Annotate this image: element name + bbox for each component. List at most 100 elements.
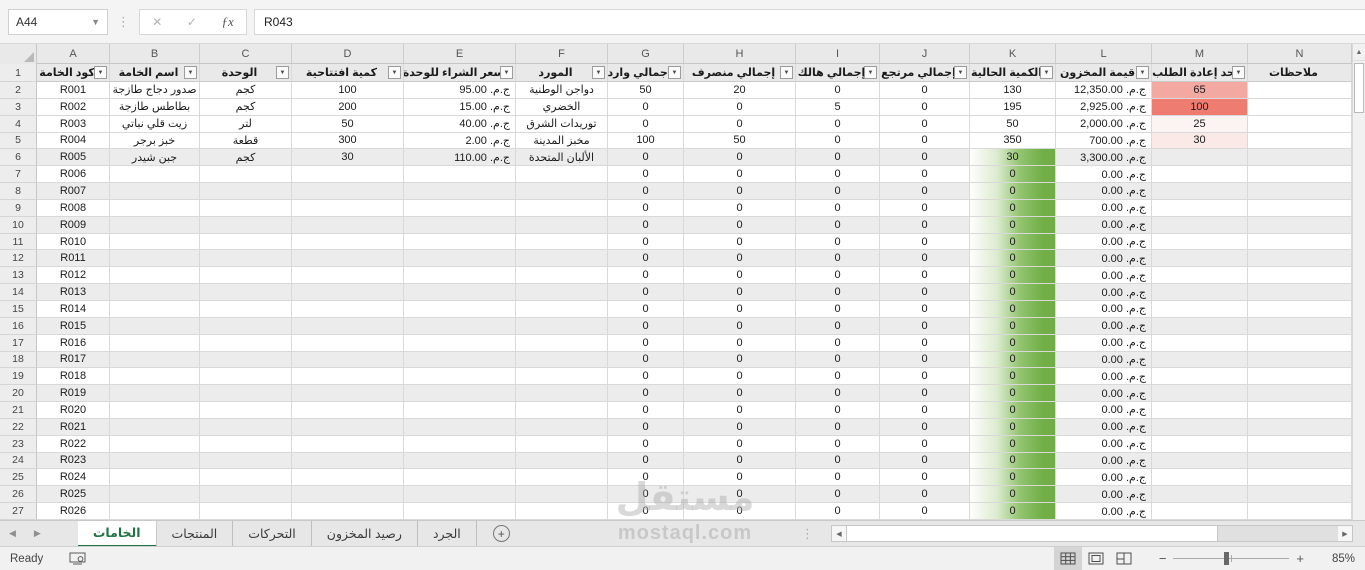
cell-G3[interactable]: 0 xyxy=(608,98,684,116)
cell-G24[interactable]: 0 xyxy=(608,452,684,470)
cell-F27[interactable] xyxy=(516,503,608,520)
cell-A9[interactable]: R008 xyxy=(37,199,110,217)
cell-K24[interactable]: 0 xyxy=(970,452,1056,470)
macro-record-icon[interactable] xyxy=(69,552,86,565)
cell-C21[interactable] xyxy=(200,402,292,419)
cell-J6[interactable]: 0 xyxy=(880,149,970,167)
cell-F12[interactable] xyxy=(516,250,608,268)
cell-C18[interactable] xyxy=(200,351,292,369)
cell-G2[interactable]: 50 xyxy=(608,82,684,99)
cell-M11[interactable] xyxy=(1152,233,1248,251)
filter-icon[interactable]: ▼ xyxy=(184,66,197,79)
cell-E27[interactable] xyxy=(404,503,516,520)
cell-F4[interactable]: توريدات الشرق xyxy=(516,115,608,133)
cell-B26[interactable] xyxy=(110,486,200,504)
cell-K14[interactable]: 0 xyxy=(970,284,1056,301)
cell-I16[interactable]: 0 xyxy=(796,317,880,335)
cell-F11[interactable] xyxy=(516,233,608,251)
row-header-16[interactable]: 16 xyxy=(0,317,37,335)
cell-A22[interactable]: R021 xyxy=(37,418,110,436)
cell-D6[interactable]: 30 xyxy=(292,149,404,167)
cell-A16[interactable]: R015 xyxy=(37,317,110,335)
cell-E12[interactable] xyxy=(404,250,516,268)
cell-K8[interactable]: 0 xyxy=(970,183,1056,200)
cell-H15[interactable]: 0 xyxy=(684,300,796,318)
cell-M24[interactable] xyxy=(1152,452,1248,470)
cell-N13[interactable] xyxy=(1248,267,1352,285)
cell-A10[interactable]: R009 xyxy=(37,216,110,234)
column-header-C[interactable]: C xyxy=(200,44,292,63)
cell-F14[interactable] xyxy=(516,284,608,301)
header-cell-B[interactable]: اسم الخامة ▼ xyxy=(110,64,200,82)
cell-A27[interactable]: R026 xyxy=(37,503,110,520)
scroll-right-icon[interactable]: ▶ xyxy=(1338,526,1352,541)
tab-5[interactable]: الجرد xyxy=(418,520,477,547)
header-cell-G[interactable]: إجمالي وارد ▼ xyxy=(608,64,684,82)
cell-G19[interactable]: 0 xyxy=(608,368,684,386)
cell-E4[interactable]: ج.م. 40.00 xyxy=(404,115,516,133)
header-cell-E[interactable]: سعر الشراء للوحدة ▼ xyxy=(404,64,516,82)
cell-H13[interactable]: 0 xyxy=(684,267,796,285)
cell-H3[interactable]: 0 xyxy=(684,98,796,116)
column-header-B[interactable]: B xyxy=(110,44,200,63)
header-cell-H[interactable]: إجمالي منصرف ▼ xyxy=(684,64,796,82)
cell-M8[interactable] xyxy=(1152,183,1248,200)
cell-N27[interactable] xyxy=(1248,503,1352,520)
cell-I23[interactable]: 0 xyxy=(796,435,880,453)
row-header-15[interactable]: 15 xyxy=(0,300,37,318)
cell-E25[interactable] xyxy=(404,469,516,487)
cell-D21[interactable] xyxy=(292,402,404,419)
cell-L19[interactable]: ج.م. 0.00 xyxy=(1056,368,1152,386)
cell-N22[interactable] xyxy=(1248,418,1352,436)
cell-K20[interactable]: 0 xyxy=(970,385,1056,403)
cell-K3[interactable]: 195 xyxy=(970,98,1056,116)
cell-F18[interactable] xyxy=(516,351,608,369)
cell-H8[interactable]: 0 xyxy=(684,183,796,200)
cell-J23[interactable]: 0 xyxy=(880,435,970,453)
cell-B9[interactable] xyxy=(110,199,200,217)
cell-H7[interactable]: 0 xyxy=(684,166,796,184)
add-sheet-button[interactable]: + xyxy=(492,525,510,542)
cell-D2[interactable]: 100 xyxy=(292,82,404,99)
row-header-22[interactable]: 22 xyxy=(0,418,37,436)
column-header-K[interactable]: K xyxy=(970,44,1056,63)
cell-L16[interactable]: ج.م. 0.00 xyxy=(1056,317,1152,335)
filter-icon[interactable]: ▼ xyxy=(780,66,793,79)
cell-M27[interactable] xyxy=(1152,503,1248,520)
cell-M15[interactable] xyxy=(1152,300,1248,318)
cell-A13[interactable]: R012 xyxy=(37,267,110,285)
filter-icon[interactable]: ▼ xyxy=(1136,66,1149,79)
cell-I8[interactable]: 0 xyxy=(796,183,880,200)
cell-N15[interactable] xyxy=(1248,300,1352,318)
cell-N11[interactable] xyxy=(1248,233,1352,251)
cell-H21[interactable]: 0 xyxy=(684,402,796,419)
cell-J27[interactable]: 0 xyxy=(880,503,970,520)
cell-J7[interactable]: 0 xyxy=(880,166,970,184)
cell-E11[interactable] xyxy=(404,233,516,251)
cell-N25[interactable] xyxy=(1248,469,1352,487)
cell-L3[interactable]: ج.م. 2,925.00 xyxy=(1056,98,1152,116)
cell-F21[interactable] xyxy=(516,402,608,419)
cell-K2[interactable]: 130 xyxy=(970,82,1056,99)
cell-G27[interactable]: 0 xyxy=(608,503,684,520)
name-box[interactable]: A44 ▼ xyxy=(8,8,108,35)
cell-B8[interactable] xyxy=(110,183,200,200)
formula-input[interactable]: R043 xyxy=(254,8,1365,35)
cell-E16[interactable] xyxy=(404,317,516,335)
cell-B2[interactable]: صدور دجاج طازجة xyxy=(110,82,200,99)
cell-I2[interactable]: 0 xyxy=(796,82,880,99)
cell-J3[interactable]: 0 xyxy=(880,98,970,116)
filter-icon[interactable]: ▼ xyxy=(1040,66,1053,79)
cell-F10[interactable] xyxy=(516,216,608,234)
vertical-scroll-thumb[interactable] xyxy=(1354,63,1364,113)
cell-L6[interactable]: ج.م. 3,300.00 xyxy=(1056,149,1152,167)
header-cell-L[interactable]: قيمة المخزون ▼ xyxy=(1056,64,1152,82)
cell-N24[interactable] xyxy=(1248,452,1352,470)
cell-F16[interactable] xyxy=(516,317,608,335)
cell-E2[interactable]: ج.م. 95.00 xyxy=(404,82,516,99)
cell-D8[interactable] xyxy=(292,183,404,200)
cell-B27[interactable] xyxy=(110,503,200,520)
filter-icon[interactable]: ▼ xyxy=(592,66,605,79)
header-cell-J[interactable]: إجمالي مرتجع ▼ xyxy=(880,64,970,82)
row-header-12[interactable]: 12 xyxy=(0,250,37,268)
